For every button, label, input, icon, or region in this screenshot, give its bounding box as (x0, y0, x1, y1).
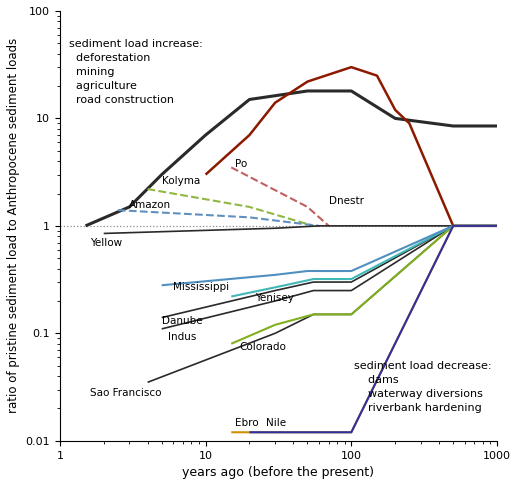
Y-axis label: ratio of pristine sediment load to Anthropocene sediment loads: ratio of pristine sediment load to Anthr… (7, 38, 20, 414)
Text: Mississippi: Mississippi (173, 282, 229, 292)
X-axis label: years ago (before the present): years ago (before the present) (182, 466, 375, 479)
Text: Yenisey: Yenisey (255, 293, 294, 303)
Text: Po: Po (235, 158, 248, 169)
Text: sediment load increase:
  deforestation
  mining
  agriculture
  road constructi: sediment load increase: deforestation mi… (69, 39, 203, 105)
Text: Ebro: Ebro (235, 418, 259, 429)
Text: Dnestr: Dnestr (329, 196, 364, 206)
Text: Amazon: Amazon (130, 200, 171, 210)
Text: Indus: Indus (168, 332, 196, 342)
Text: Yellow: Yellow (90, 238, 122, 247)
Text: Kolyma: Kolyma (162, 176, 200, 186)
Text: Nile: Nile (266, 418, 286, 429)
Text: Danube: Danube (162, 316, 203, 326)
Text: Sao Francisco: Sao Francisco (90, 388, 161, 398)
Text: Colorado: Colorado (239, 342, 286, 352)
Text: sediment load decrease:
    dams
    waterway diversions
    riverbank hardening: sediment load decrease: dams waterway di… (354, 361, 492, 413)
